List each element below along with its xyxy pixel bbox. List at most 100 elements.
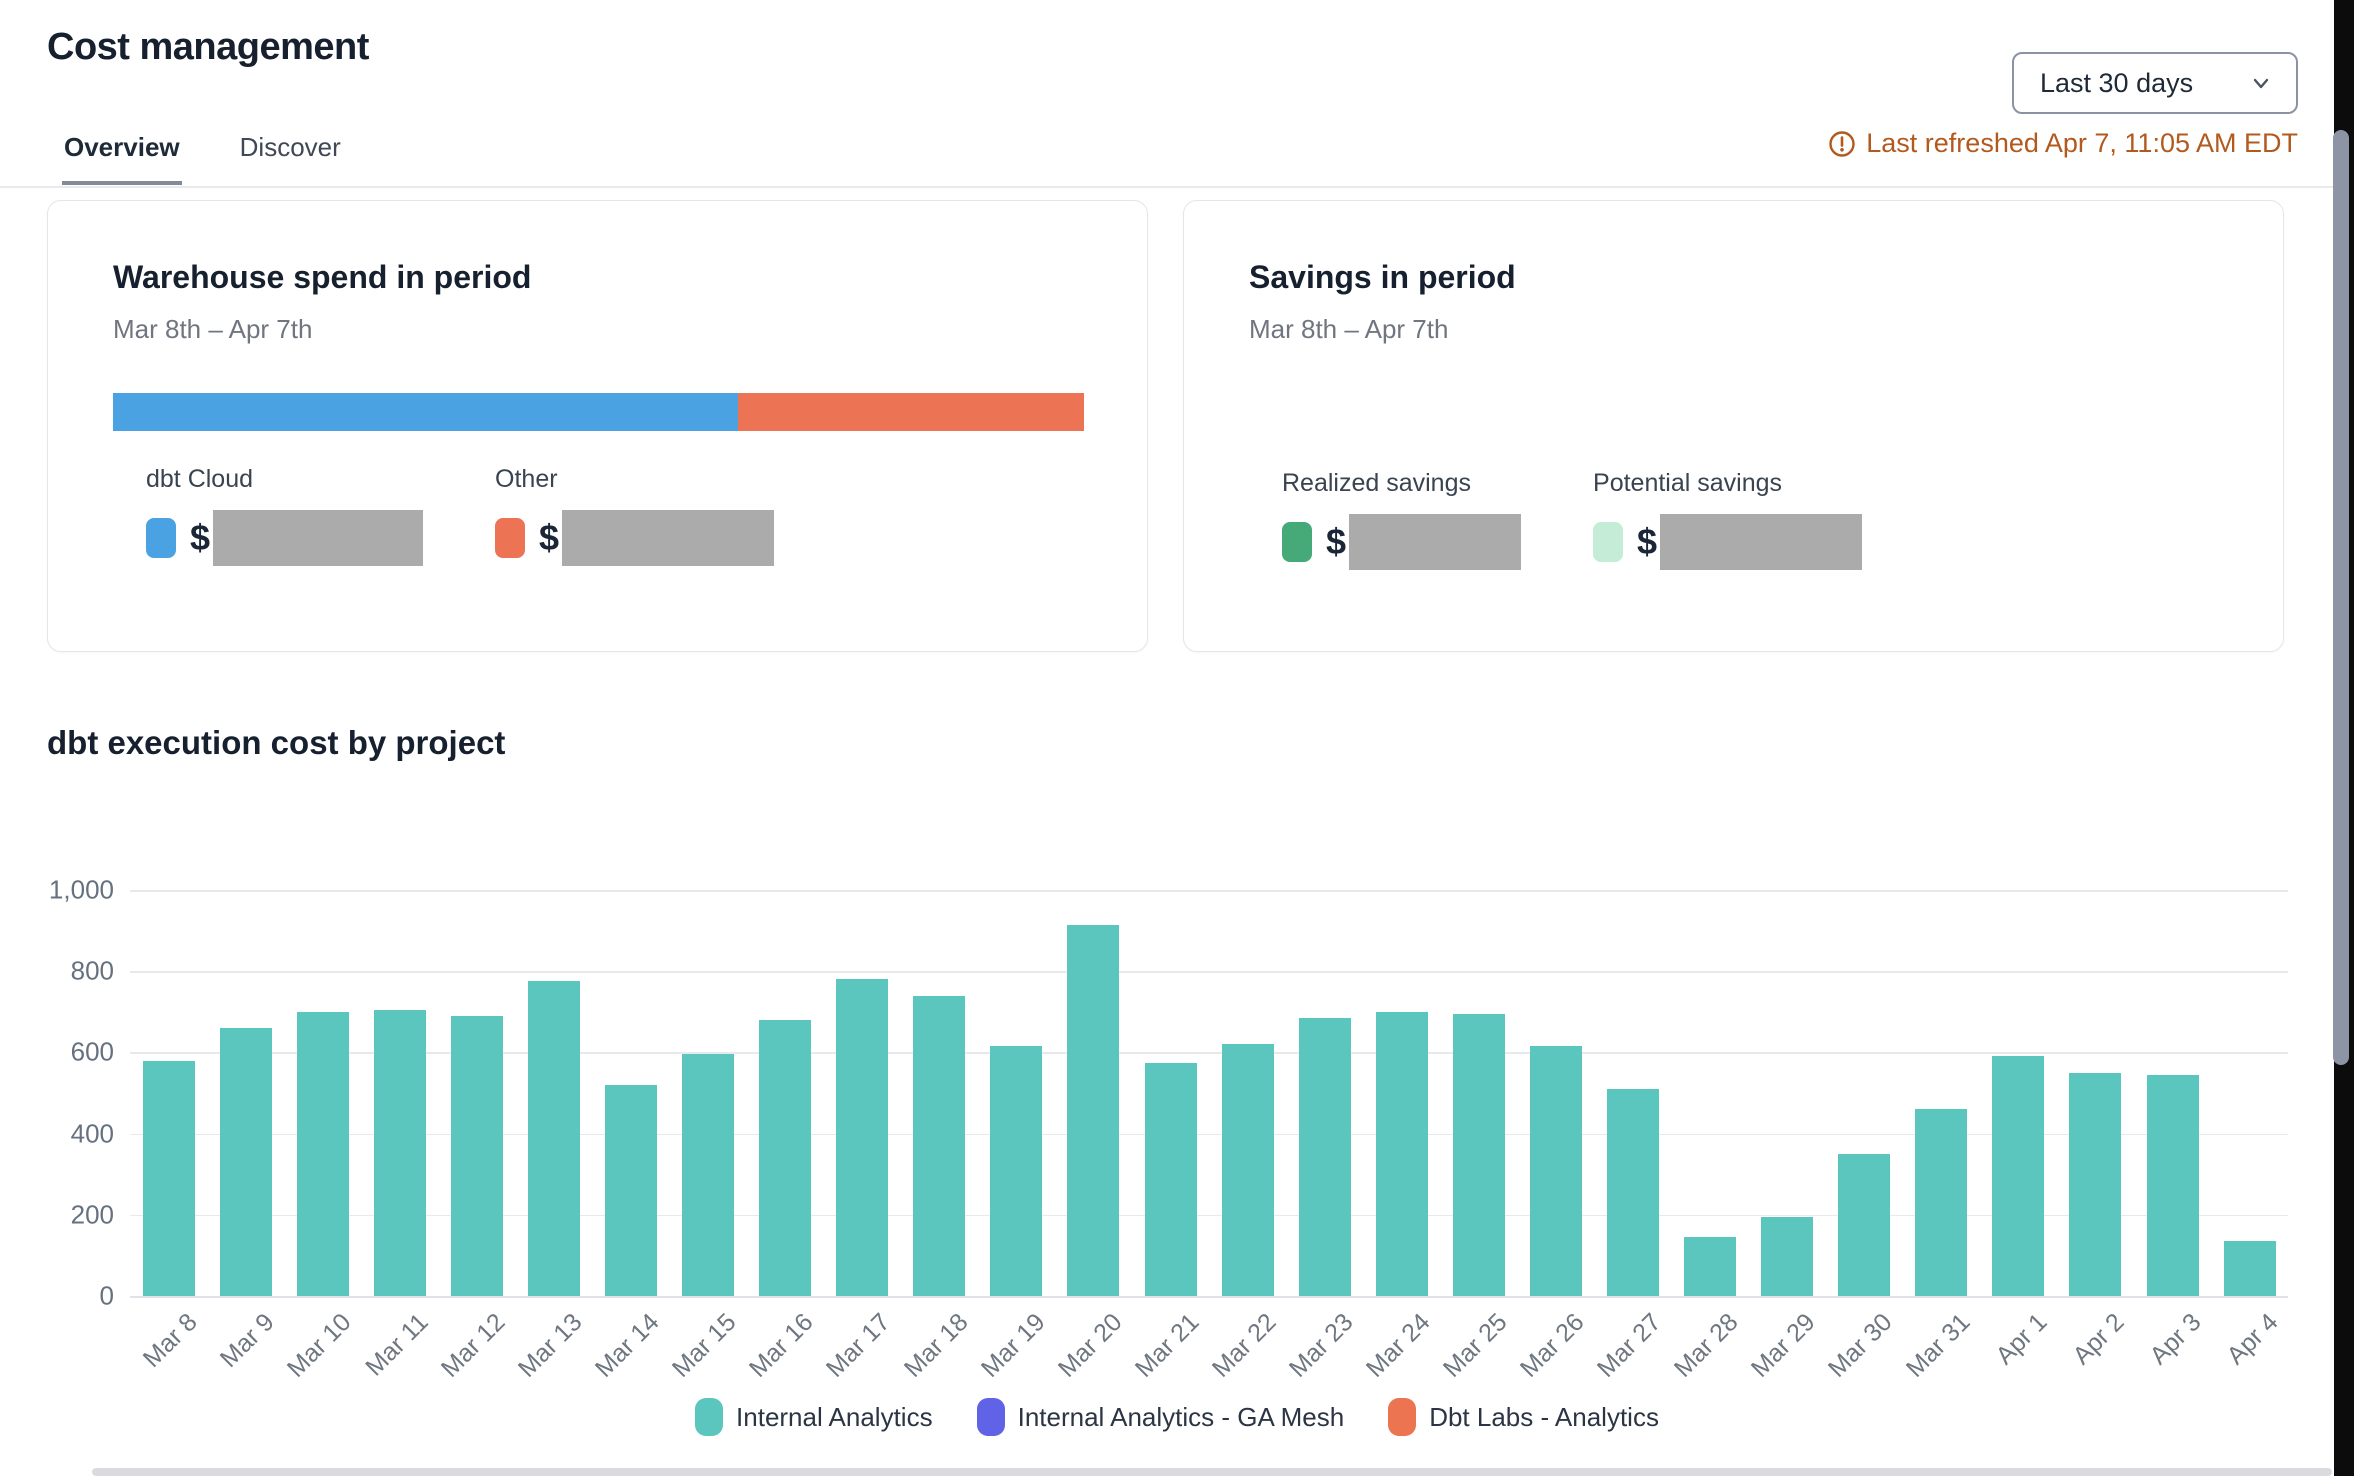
bar-segment	[1761, 1216, 1814, 1296]
legend-label: Realized savings	[1282, 469, 1471, 497]
bar[interactable]	[1529, 1046, 1582, 1296]
bar[interactable]	[1684, 1237, 1737, 1296]
chart-legend-item-internal-analytics-ga-mesh: Internal Analytics - GA Mesh	[976, 1398, 1345, 1436]
bar[interactable]	[1761, 1216, 1814, 1296]
bar-segment	[142, 1060, 195, 1296]
currency-symbol: $	[539, 517, 560, 558]
bar-segment	[1915, 1109, 1968, 1296]
bar-segment	[1838, 1153, 1891, 1296]
legend-value-row: $	[1282, 514, 1522, 570]
bar-segment	[1067, 924, 1120, 1296]
y-axis-tick-label: 200	[70, 1199, 114, 1230]
bar[interactable]	[2223, 1241, 2276, 1296]
bar-slot-apr-1: Apr 1	[1980, 890, 2057, 1370]
x-axis-tick-label: Mar 9	[214, 1308, 280, 1373]
bar-segment	[1684, 1237, 1737, 1296]
bar-slot-mar-26: Mar 26	[1515, 890, 1594, 1383]
legend-swatch	[495, 518, 526, 558]
bar-slot-apr-2: Apr 2	[2057, 890, 2134, 1370]
legend-label: Potential savings	[1593, 469, 1783, 497]
bar[interactable]	[1452, 1013, 1505, 1296]
savings-period: Mar 8th – Apr 7th	[1249, 314, 1449, 344]
legend-label: Other	[495, 465, 558, 493]
tab-overview[interactable]: Overview	[62, 128, 182, 185]
legend-swatch	[1593, 522, 1624, 562]
bar[interactable]	[2069, 1072, 2122, 1296]
bar-segment	[296, 1011, 349, 1296]
gridline	[130, 1214, 2288, 1217]
spend-segment-other	[738, 393, 1084, 431]
last-refreshed-note: Last refreshed Apr 7, 11:05 AM EDT	[1828, 128, 2298, 159]
chevron-down-icon	[2248, 70, 2274, 96]
horizontal-scrollbar[interactable]	[92, 1468, 2332, 1476]
warning-icon	[1828, 130, 1856, 158]
bar[interactable]	[296, 1011, 349, 1296]
bar[interactable]	[913, 995, 966, 1296]
bar[interactable]	[1838, 1153, 1891, 1296]
x-axis-tick-label: Mar 21	[1129, 1308, 1205, 1383]
bar[interactable]	[990, 1046, 1043, 1296]
bar-segment	[527, 981, 580, 1296]
bar[interactable]	[1067, 924, 1120, 1296]
chart-legend-swatch	[976, 1398, 1005, 1436]
bar[interactable]	[759, 1019, 812, 1296]
bar[interactable]	[682, 1054, 735, 1296]
bar[interactable]	[1298, 1017, 1351, 1296]
x-axis-tick-label: Mar 26	[1514, 1308, 1590, 1383]
bar[interactable]	[1915, 1109, 1968, 1296]
bar-segment	[219, 1028, 272, 1296]
y-axis-tick-label: 400	[70, 1118, 114, 1149]
bar-slot-mar-10: Mar 10	[282, 890, 361, 1383]
date-range-dropdown[interactable]: Last 30 days	[2012, 52, 2298, 114]
chart-legend-label: Internal Analytics - GA Mesh	[1017, 1401, 1345, 1432]
bar-segment	[913, 995, 966, 1296]
bar-segment	[2223, 1241, 2276, 1296]
bar[interactable]	[1607, 1088, 1660, 1296]
bar[interactable]	[605, 1084, 657, 1296]
bar[interactable]	[2146, 1074, 2199, 1296]
bar-segment	[450, 1015, 503, 1296]
bar-segment	[1298, 1017, 1351, 1296]
x-axis-tick-label: Mar 11	[360, 1308, 434, 1382]
x-axis-tick-label: Mar 18	[898, 1308, 974, 1383]
bar-slot-mar-25: Mar 25	[1438, 890, 1517, 1383]
warehouse-spend-stacked-bar	[113, 393, 1084, 431]
bar-slot-mar-31: Mar 31	[1900, 890, 1980, 1383]
vertical-scrollbar[interactable]	[2333, 130, 2349, 1065]
x-axis-tick-label: Mar 14	[589, 1308, 665, 1383]
bar[interactable]	[1375, 1011, 1428, 1296]
legend-value-row: $	[495, 510, 775, 566]
bar-slot-mar-28: Mar 28	[1669, 890, 1749, 1383]
bar-slot-mar-21: Mar 21	[1130, 890, 1209, 1383]
chart-legend-item-dbt-labs-analytics: Dbt Labs - Analytics	[1388, 1398, 1659, 1436]
bar[interactable]	[836, 979, 889, 1296]
x-axis-tick-label: Mar 17	[821, 1308, 897, 1383]
bar[interactable]	[1992, 1056, 2045, 1296]
savings-card: Savings in period Mar 8th – Apr 7th Real…	[1183, 200, 2284, 652]
bar-slot-apr-4: Apr 4	[2211, 890, 2288, 1370]
bar[interactable]	[142, 1060, 195, 1296]
bar[interactable]	[450, 1015, 503, 1296]
chart-legend: Internal Analytics Internal Analytics - G…	[0, 1398, 2354, 1436]
savings-title: Savings in period	[1249, 259, 1516, 295]
bar[interactable]	[1144, 1062, 1197, 1296]
x-axis-tick-label: Mar 30	[1823, 1308, 1899, 1383]
gridline	[130, 1052, 2288, 1054]
x-axis-tick-label: Mar 28	[1669, 1308, 1744, 1383]
tab-bar: Overview Discover	[62, 128, 343, 185]
bar-segment	[1607, 1088, 1660, 1296]
bar-slot-mar-13: Mar 13	[513, 890, 592, 1383]
summary-cards-row: Warehouse spend in period Mar 8th – Apr …	[47, 200, 2284, 652]
x-axis-tick-label: Mar 10	[281, 1308, 357, 1383]
tab-discover[interactable]: Discover	[239, 132, 341, 162]
x-axis-tick-label: Mar 20	[1052, 1308, 1128, 1383]
legend-value-row: $	[146, 510, 424, 566]
bar-slot-mar-22: Mar 22	[1207, 890, 1286, 1383]
bar[interactable]	[527, 981, 580, 1296]
bar-segment	[682, 1054, 735, 1296]
bar[interactable]	[219, 1028, 272, 1296]
bar[interactable]	[373, 1009, 426, 1296]
bars-row: Mar 8 Mar 9 Mar 10 Mar 11 Mar 12 Mar 13 Mar 14…	[130, 890, 2288, 1383]
y-axis-tick-label: 0	[99, 1280, 114, 1311]
bar[interactable]	[1221, 1044, 1274, 1296]
